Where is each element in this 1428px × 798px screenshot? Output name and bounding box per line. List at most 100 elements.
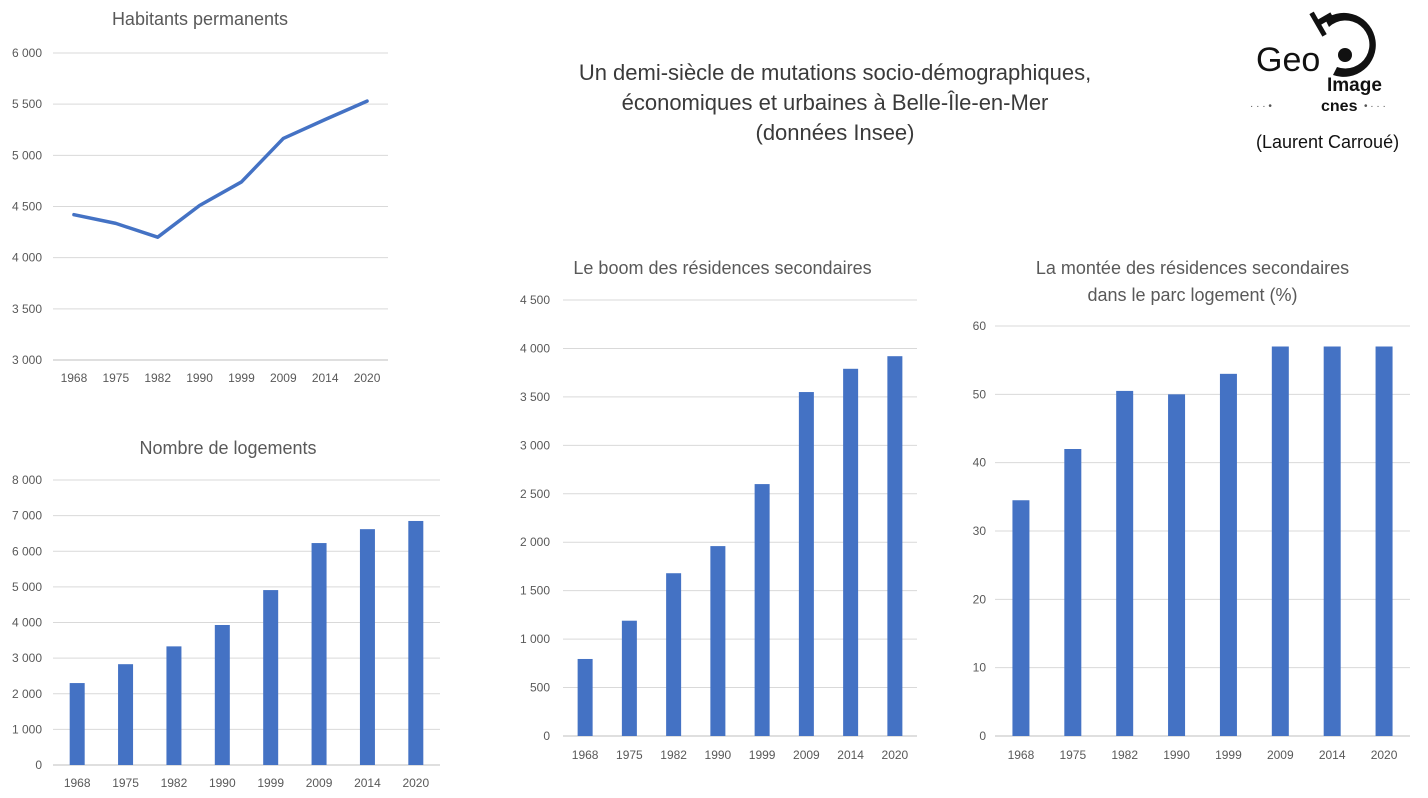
- bar-2014: [1323, 346, 1341, 736]
- point-1975: [115, 222, 117, 224]
- bar-1982: [1116, 390, 1134, 736]
- point-2009: [282, 137, 284, 139]
- bar-2020: [887, 356, 903, 736]
- x-tick-label: 1982: [144, 371, 171, 385]
- main-title-line-1: Un demi-siècle de mutations socio-démogr…: [578, 60, 1092, 85]
- y-tick-label: 3 000: [12, 353, 42, 367]
- bar-1968: [69, 683, 85, 765]
- point-1999: [240, 181, 242, 183]
- y-tick-label: 0: [35, 758, 42, 772]
- y-tick-label: 1 500: [520, 584, 550, 598]
- bar-2009: [311, 543, 327, 765]
- bar-1990: [214, 624, 230, 765]
- chart-title-habitants: Habitants permanents: [111, 9, 289, 29]
- bar-1975: [1064, 449, 1082, 736]
- x-tick-label: 1975: [112, 776, 139, 790]
- y-tick-label: 3 500: [12, 302, 42, 316]
- x-tick-label: 2009: [1267, 748, 1294, 762]
- x-tick-label: 1968: [61, 371, 88, 385]
- y-tick-label: 2 500: [520, 487, 550, 501]
- bar-1968: [1012, 500, 1030, 736]
- x-tick-label: 2009: [306, 776, 333, 790]
- bar-2009: [1271, 346, 1289, 736]
- x-tick-label: 2020: [354, 371, 381, 385]
- main-title-line-2: économiques et urbaines à Belle-Île-en-M…: [621, 90, 1049, 115]
- main-title-line-3: (données Insee): [755, 120, 915, 145]
- x-tick-label: 1999: [257, 776, 284, 790]
- bar-1975: [118, 664, 134, 765]
- x-tick-label: 2009: [270, 371, 297, 385]
- chart-part-residences-secondaires: 0 10 20 30 40 50 60 1968 1975 1982 1990 1999 2009 201…: [973, 319, 1410, 762]
- x-tick-label: 1975: [1059, 748, 1086, 762]
- y-tick-label: 3 000: [12, 651, 42, 665]
- x-tick-label: 2014: [312, 371, 339, 385]
- point-1982: [157, 236, 159, 238]
- x-tick-label: 2020: [402, 776, 429, 790]
- x-tick-label: 1982: [161, 776, 188, 790]
- y-tick-label: 0: [979, 729, 986, 743]
- y-tick-label: 3 000: [520, 438, 550, 452]
- y-tick-label: 20: [973, 592, 987, 606]
- y-tick-label: 8 000: [12, 473, 42, 487]
- y-tick-label: 1 000: [520, 632, 550, 646]
- chart-logements: 0 1 000 2 000 3 000 4 000 5 000 6 000 7 000 8 00…: [12, 473, 440, 790]
- chart-residences-secondaires: 0 500 1 000 1 500 2 000 2 500 3 000 3 500 4 000 4…: [520, 293, 917, 762]
- geoimage-cnes-logo: Geo Image · · · • cnes • · · ·: [1250, 5, 1420, 115]
- x-tick-label: 1968: [1008, 748, 1035, 762]
- x-tick-label: 1990: [1163, 748, 1190, 762]
- x-tick-label: 1968: [572, 748, 599, 762]
- y-tick-label: 1 000: [12, 722, 42, 736]
- y-tick-label: 5 000: [12, 148, 42, 162]
- y-tick-label: 500: [530, 681, 550, 695]
- bar-1990: [1168, 394, 1186, 736]
- bar-2014: [359, 529, 375, 765]
- bar-1982: [666, 573, 682, 736]
- x-tick-label: 2014: [837, 748, 864, 762]
- bar-1999: [263, 590, 279, 765]
- y-tick-label: 6 000: [12, 46, 42, 60]
- y-tick-label: 5 500: [12, 97, 42, 111]
- y-tick-label: 4 500: [520, 293, 550, 307]
- point-1968: [73, 214, 75, 216]
- x-tick-label: 1999: [749, 748, 776, 762]
- logo-image-text: Image: [1327, 75, 1382, 96]
- bar-1982: [166, 646, 182, 765]
- x-tick-label: 1990: [209, 776, 236, 790]
- y-tick-label: 4 000: [12, 251, 42, 265]
- y-tick-label: 30: [973, 524, 987, 538]
- series-line: [72, 99, 369, 239]
- x-tick-label: 1990: [186, 371, 213, 385]
- bar-1975: [621, 620, 637, 736]
- point-1990: [199, 204, 201, 206]
- x-tick-label: 2009: [793, 748, 820, 762]
- x-tick-label: 1982: [1111, 748, 1138, 762]
- chart-title-part-line-1: La montée des résidences secondaires: [1035, 258, 1350, 278]
- y-tick-label: 10: [973, 661, 987, 675]
- y-tick-label: 40: [973, 456, 987, 470]
- x-tick-label: 1968: [64, 776, 91, 790]
- bar-1968: [577, 658, 593, 736]
- x-tick-label: 1975: [616, 748, 643, 762]
- y-tick-label: 6 000: [12, 544, 42, 558]
- author-credit: (Laurent Carroué): [1256, 132, 1400, 152]
- y-tick-label: 2 000: [520, 535, 550, 549]
- y-tick-label: 5 000: [12, 580, 42, 594]
- y-tick-label: 0: [543, 729, 550, 743]
- main-title: Un demi-siècle de mutations socio-démogr…: [480, 58, 1190, 148]
- bar-1999: [1219, 373, 1237, 736]
- y-tick-label: 7 000: [12, 509, 42, 523]
- y-tick-label: 2 000: [12, 687, 42, 701]
- y-tick-label: 4 000: [520, 341, 550, 355]
- point-2020: [366, 100, 368, 102]
- bar-1990: [710, 546, 726, 736]
- bar-2009: [798, 392, 814, 736]
- x-tick-label: 2014: [1319, 748, 1346, 762]
- chart-title-part: La montée des résidences secondaires dan…: [990, 255, 1395, 309]
- x-tick-label: 2020: [1371, 748, 1398, 762]
- y-tick-label: 4 500: [12, 200, 42, 214]
- chart-habitants: 3 000 3 500 4 000 4 500 5 000 5 500 6 000 1968 1…: [12, 46, 388, 385]
- chart-title-logements: Nombre de logements: [139, 438, 317, 458]
- svg-text:• · · ·: • · · ·: [1364, 101, 1386, 112]
- y-tick-label: 3 500: [520, 390, 550, 404]
- x-tick-label: 1982: [660, 748, 687, 762]
